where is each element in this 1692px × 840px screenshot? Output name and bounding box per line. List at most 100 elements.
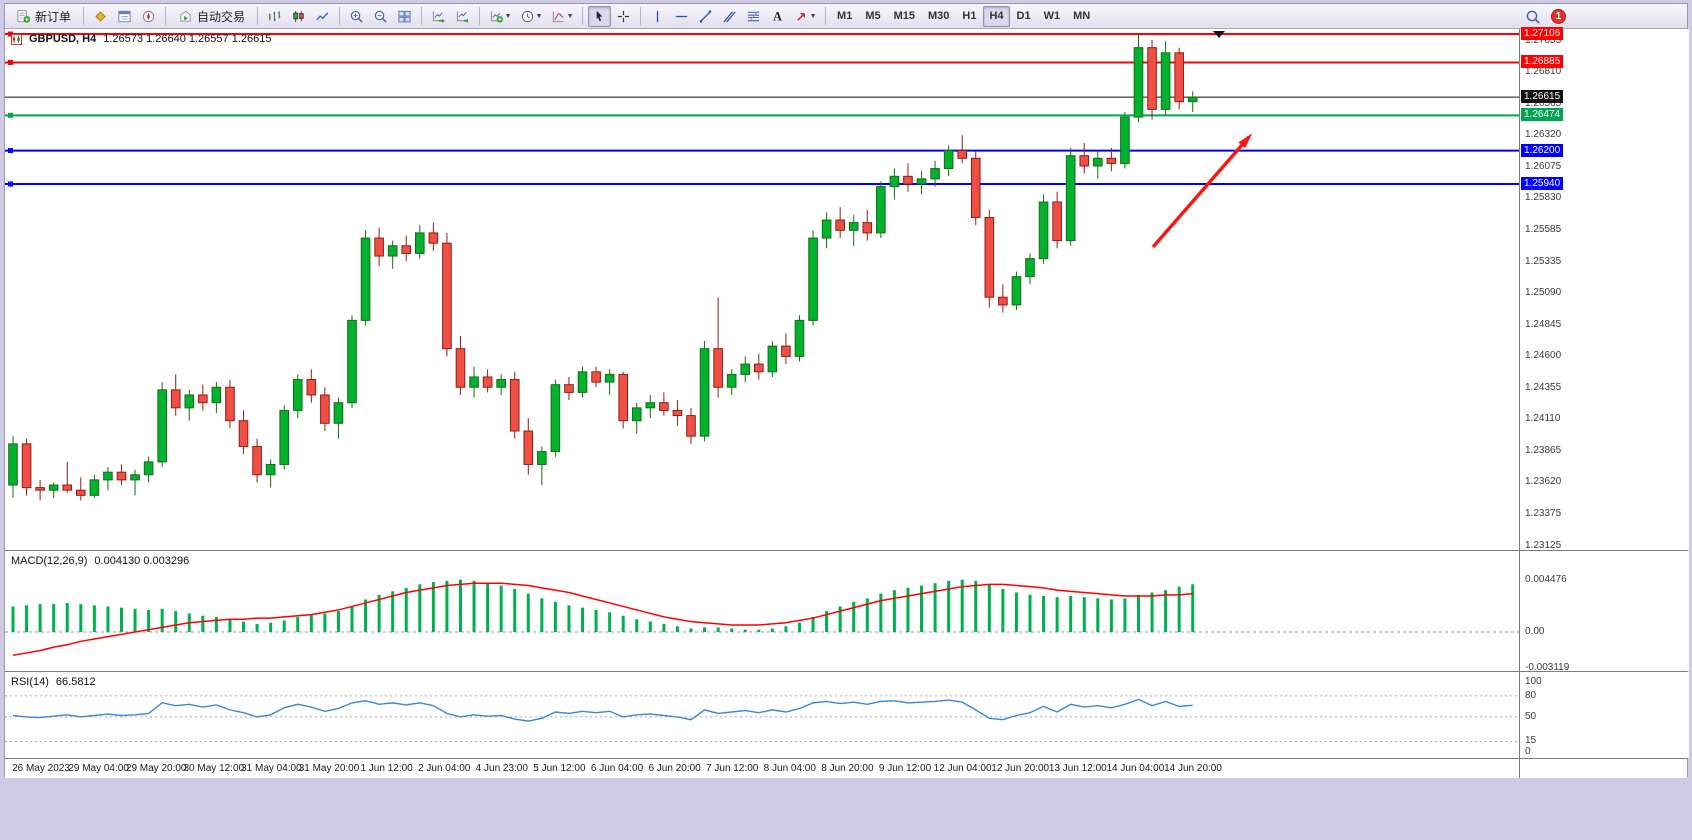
time-axis-label: 14 Jun 04:00: [1106, 763, 1165, 774]
navigator-button[interactable]: [137, 6, 160, 27]
rsi-panel[interactable]: RSI(14) 66.5812 100 80 50 15 0: [5, 671, 1689, 759]
macd-panel[interactable]: MACD(12,26,9) 0.004130 0.003296 0.004476…: [5, 550, 1689, 673]
notification-badge[interactable]: 1: [1551, 9, 1566, 24]
bar-chart-button[interactable]: [263, 6, 286, 27]
candlestick-chart[interactable]: [5, 29, 1519, 550]
price-label: 1.27106: [1521, 27, 1564, 41]
application-window: 新订单 自动交易 ▼ ▼ ▼ A ▼: [4, 3, 1689, 778]
channel-icon: [723, 10, 736, 23]
zoom-out-button[interactable]: [369, 6, 392, 27]
toolbar-separator: [640, 7, 642, 25]
fibonacci-icon: [747, 10, 760, 22]
line-handle[interactable]: [8, 148, 13, 154]
new-chart-button[interactable]: ▼: [485, 6, 515, 27]
search-button[interactable]: [1521, 6, 1544, 27]
price-tick: 1.24110: [1525, 413, 1561, 425]
dropdown-caret: ▼: [504, 12, 512, 20]
macd-scale-tick: 0.00: [1525, 626, 1545, 637]
svg-text:A: A: [773, 9, 782, 23]
time-axis-label: 5 Jun 12:00: [533, 763, 586, 774]
fibonacci-button[interactable]: [742, 6, 765, 27]
arrow-tool-icon: [796, 12, 805, 21]
crosshair-icon: [617, 10, 630, 22]
timeframe-h1-button[interactable]: H1: [956, 6, 982, 27]
bar-chart-icon: [268, 10, 281, 21]
shift-marker[interactable]: [1213, 31, 1225, 38]
cursor-button[interactable]: [588, 5, 612, 27]
time-axis[interactable]: 26 May 2023 29 May 04:00 29 May 20:00 30 Ma…: [5, 758, 1687, 778]
timeframe-m30-button[interactable]: M30: [922, 6, 955, 27]
trendline-button[interactable]: [694, 6, 717, 27]
candlestick-chart-button[interactable]: [287, 6, 310, 27]
auto-scroll-button[interactable]: [427, 6, 450, 27]
timeframe-m15-button[interactable]: M15: [888, 6, 921, 27]
price-label: 1.26615: [1521, 90, 1564, 104]
timeframe-m1-button[interactable]: M1: [831, 6, 858, 27]
tile-windows-button[interactable]: [393, 6, 416, 27]
indicators-icon: [552, 10, 564, 22]
toolbar: 新订单 自动交易 ▼ ▼ ▼ A ▼: [5, 4, 1687, 29]
macd-chart[interactable]: [5, 551, 1519, 672]
vertical-line-icon: [656, 10, 659, 22]
macd-axis: 0.004476 0.00 -0.003119: [1519, 551, 1689, 673]
periods-button[interactable]: ▼: [516, 6, 546, 27]
charts-button[interactable]: [89, 6, 112, 27]
toolbar-separator: [421, 7, 423, 25]
timeframe-m5-button[interactable]: M5: [859, 6, 886, 27]
rsi-scale-tick: 50: [1525, 710, 1537, 722]
rsi-line: [12, 698, 1193, 722]
crosshair-button[interactable]: [612, 6, 635, 27]
time-axis-label: 12 Jun 04:00: [933, 763, 992, 774]
rsi-scale-tick: 15: [1525, 735, 1537, 747]
vertical-line-button[interactable]: [646, 6, 669, 27]
new-order-icon: [17, 9, 31, 23]
price-tick: 1.24600: [1525, 350, 1562, 362]
price-label: 1.26200: [1521, 143, 1564, 157]
price-axis[interactable]: 1.270551.268101.265651.263201.260751.258…: [1519, 27, 1689, 552]
chart-shift-icon: [456, 10, 468, 23]
horizontal-line-button[interactable]: [670, 6, 693, 27]
zoom-in-icon: [350, 10, 363, 23]
chart-shift-button[interactable]: [451, 6, 474, 27]
price-tick: 1.23620: [1525, 476, 1562, 488]
timeframe-d1-button[interactable]: D1: [1011, 6, 1037, 27]
time-axis-label: 14 Jun 20:00: [1164, 763, 1222, 774]
timeframe-w1-button[interactable]: W1: [1038, 6, 1067, 27]
line-chart-icon: [316, 11, 329, 20]
zoom-out-icon: [374, 10, 387, 23]
time-axis-label: 13 Jun 12:00: [1048, 763, 1107, 774]
cursor-icon: [596, 10, 603, 21]
channel-button[interactable]: [718, 6, 741, 27]
new-order-label: 新订单: [35, 9, 72, 24]
line-handle[interactable]: [8, 112, 13, 118]
price-tick: 1.24845: [1525, 318, 1562, 330]
time-axis-label: 29 May 20:00: [125, 763, 187, 774]
price-tick: 1.24355: [1525, 381, 1562, 393]
main-chart-panel[interactable]: GBPUSD, H4 1.26573 1.26640 1.26557 1.266…: [5, 27, 1689, 552]
line-handle[interactable]: [8, 31, 13, 37]
time-axis-label: 6 Jun 20:00: [648, 763, 701, 774]
time-axis-label: 31 May 20:00: [298, 763, 360, 774]
price-tick: 1.27055: [1525, 34, 1562, 46]
indicators-button[interactable]: ▼: [547, 6, 577, 27]
annotation-arrow[interactable]: [1151, 135, 1251, 249]
new-order-button[interactable]: 新订单: [9, 6, 78, 27]
time-axis-label: 26 May 2023: [12, 763, 70, 774]
timeframe-mn-button[interactable]: MN: [1067, 6, 1096, 27]
dropdown-caret: ▼: [809, 12, 817, 20]
auto-trading-button[interactable]: 自动交易: [171, 6, 252, 27]
navigator-icon: [142, 10, 155, 22]
time-axis-label: 8 Jun 04:00: [763, 763, 816, 774]
line-chart-button[interactable]: [311, 6, 334, 27]
trendline-icon: [699, 10, 712, 22]
zoom-in-button[interactable]: [345, 6, 368, 27]
price-tick: 1.23125: [1525, 540, 1562, 552]
rsi-chart[interactable]: [5, 672, 1519, 759]
data-window-button[interactable]: [113, 6, 136, 27]
arrows-button[interactable]: ▼: [790, 6, 820, 27]
timeframe-h4-button[interactable]: H4: [983, 5, 1010, 27]
time-axis-label: 2 Jun 04:00: [418, 763, 471, 774]
text-button[interactable]: A: [766, 6, 789, 27]
line-handle[interactable]: [8, 181, 13, 187]
line-handle[interactable]: [8, 59, 13, 65]
